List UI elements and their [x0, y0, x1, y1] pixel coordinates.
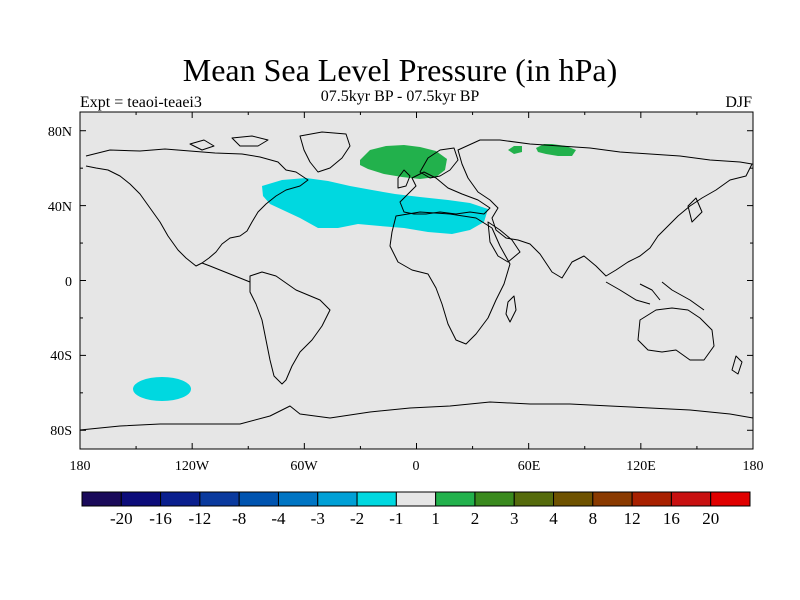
arctic-islands-coastline [189, 135, 269, 151]
colorbar-label: 2 [471, 509, 480, 528]
coastlines [79, 131, 754, 431]
europe-coastline [399, 171, 491, 215]
colorbar-swatch [592, 491, 633, 507]
colorbar-swatch [710, 491, 751, 507]
experiment-label: Expt = teaoi-teaei3 [80, 94, 202, 111]
colorbar-label: -1 [389, 509, 403, 528]
lat-tick-label: 80N [48, 125, 72, 140]
colorbar-swatch [631, 491, 672, 507]
colorbar-label: 12 [624, 509, 641, 528]
colorbar-swatch [395, 491, 437, 507]
colorbar-label: -8 [232, 509, 246, 528]
colorbar-swatch [356, 491, 397, 507]
colorbar-label: 8 [589, 509, 598, 528]
australia-coastline [637, 307, 715, 361]
colorbar-swatch [199, 491, 240, 507]
colorbar-swatch [553, 491, 594, 507]
scandinavia-coastline [419, 147, 459, 179]
japan-coastline [687, 197, 703, 223]
colorbar-swatch [513, 491, 555, 507]
africa-coastline [389, 211, 511, 345]
colorbar-label: 16 [663, 509, 680, 528]
plot-subtitle: 07.5kyr BP - 07.5kyr BP [320, 88, 480, 105]
lon-tick-label: 60E [518, 459, 541, 474]
colorbar-label: -20 [110, 509, 133, 528]
central-america-coastline [201, 262, 251, 283]
lat-tick-label: 40S [50, 349, 72, 364]
nordic-seas-positive-anomaly [360, 145, 447, 179]
lon-tick-label: 60W [290, 459, 318, 474]
south-america-coastline [249, 271, 331, 385]
colorbar-swatch [317, 491, 358, 507]
colorbar-swatch [238, 491, 279, 507]
madagascar-coastline [505, 295, 517, 323]
colorbar-label: 3 [510, 509, 519, 528]
colorbar-swatch [277, 491, 319, 507]
lat-tick-label: 0 [65, 275, 72, 290]
colorbar-label: 20 [702, 509, 719, 528]
map-panel [79, 111, 754, 450]
map-ticks [79, 112, 754, 449]
antarctica-coastline [79, 401, 754, 431]
lon-tick-label: 180 [70, 459, 91, 474]
colorbar-label: -2 [350, 509, 364, 528]
colorbar-swatch [435, 491, 476, 507]
anomaly-shading [133, 144, 576, 401]
colorbar-label: -3 [311, 509, 325, 528]
colorbar-label: 1 [431, 509, 440, 528]
lon-tick-label: 180 [743, 459, 764, 474]
arabia-coastline [487, 221, 521, 263]
lon-tick-labels: 180 120W 60W 0 60E 120E 180 [70, 459, 764, 474]
colorbar-label: -12 [189, 509, 212, 528]
lon-tick-label: 120W [175, 459, 210, 474]
colorbar-label: -16 [149, 509, 172, 528]
season-label: DJF [725, 94, 752, 111]
colorbar-swatch [474, 491, 515, 507]
colorbar-label: 4 [549, 509, 558, 528]
greenland-coastline [299, 131, 351, 173]
british-isles-coastline [397, 169, 411, 189]
lat-tick-labels: 80N 40N 0 40S 80S [48, 125, 72, 439]
colorbar-swatch [670, 491, 712, 507]
colorbar-swatch [81, 491, 122, 507]
southern-ocean-negative-anomaly [133, 377, 191, 401]
barents-sea-positive-anomaly-1 [508, 146, 522, 154]
colorbar-swatch [160, 491, 201, 507]
colorbar-swatch [120, 491, 162, 507]
lon-tick-label: 120E [626, 459, 656, 474]
lat-tick-label: 40N [48, 200, 72, 215]
asia-coastline [457, 139, 753, 279]
colorbar: -20 -16 -12 -8 -4 -3 -2 -1 1 2 3 4 8 12 16 20 [81, 491, 751, 528]
barents-sea-positive-anomaly-2 [536, 144, 576, 156]
lat-tick-label: 80S [50, 424, 72, 439]
north-atlantic-negative-anomaly [262, 178, 488, 234]
colorbar-label: -4 [271, 509, 286, 528]
north-america-coastline [85, 148, 309, 267]
new-zealand-coastline [731, 355, 743, 375]
plot-title: Mean Sea Level Pressure (in hPa) [182, 52, 618, 88]
indonesia-coastline [605, 281, 705, 311]
lon-tick-label: 0 [413, 459, 420, 474]
